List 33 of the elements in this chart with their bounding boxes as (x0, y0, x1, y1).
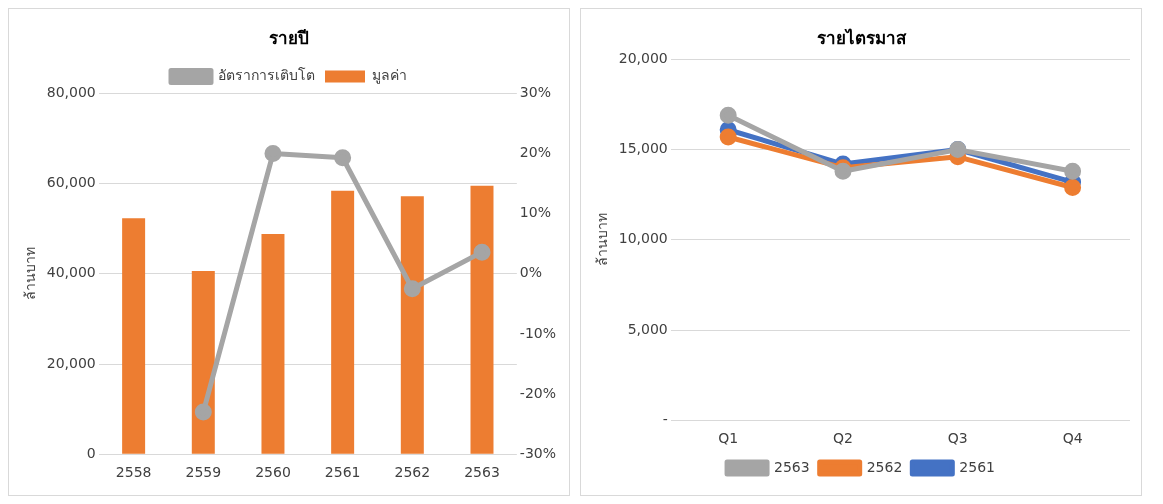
y-tick-label: 5,000 (627, 320, 668, 337)
y2-tick-label: -20% (519, 384, 556, 401)
y-tick-label: - (662, 410, 668, 427)
y-axis-title: ล้านบาท (22, 247, 39, 301)
y2-tick-label: -10% (519, 324, 556, 341)
y-tick-label: 20,000 (46, 354, 96, 371)
legend-label: มูลค่า (372, 67, 407, 85)
y-tick-label: 40,000 (46, 264, 96, 281)
y2-tick-label: 30% (519, 84, 551, 101)
x-tick-label: Q4 (1062, 430, 1083, 447)
chart-title: รายไตรมาส (816, 27, 907, 48)
y2-tick-label: -30% (519, 444, 556, 461)
y-tick-label: 60,000 (46, 174, 96, 191)
y2-tick-label: 10% (519, 204, 551, 221)
x-tick-label: Q3 (947, 430, 968, 447)
y2-tick-label: 0% (519, 264, 543, 281)
y-axis-title: ล้านบาท (594, 213, 611, 267)
x-tick-label: Q1 (718, 430, 739, 447)
x-tick-label: 2563 (464, 464, 500, 481)
x-tick-label: 2558 (115, 464, 152, 481)
y-tick-label: 15,000 (618, 140, 668, 157)
x-tick-label: Q2 (833, 430, 853, 447)
y-tick-label: 10,000 (618, 230, 668, 247)
x-tick-label: 2561 (324, 464, 361, 481)
y-tick-label: 80,000 (46, 84, 96, 101)
x-tick-label: 2562 (394, 464, 431, 481)
y-tick-label: 0 (86, 444, 96, 461)
y2-tick-label: 20% (519, 144, 551, 161)
x-tick-label: 2560 (255, 464, 291, 481)
x-tick-label: 2559 (185, 464, 222, 481)
chart-title: รายปี (269, 27, 309, 48)
legend-label: อัตราการเติบโต (218, 67, 315, 84)
y-tick-label: 20,000 (618, 50, 668, 67)
